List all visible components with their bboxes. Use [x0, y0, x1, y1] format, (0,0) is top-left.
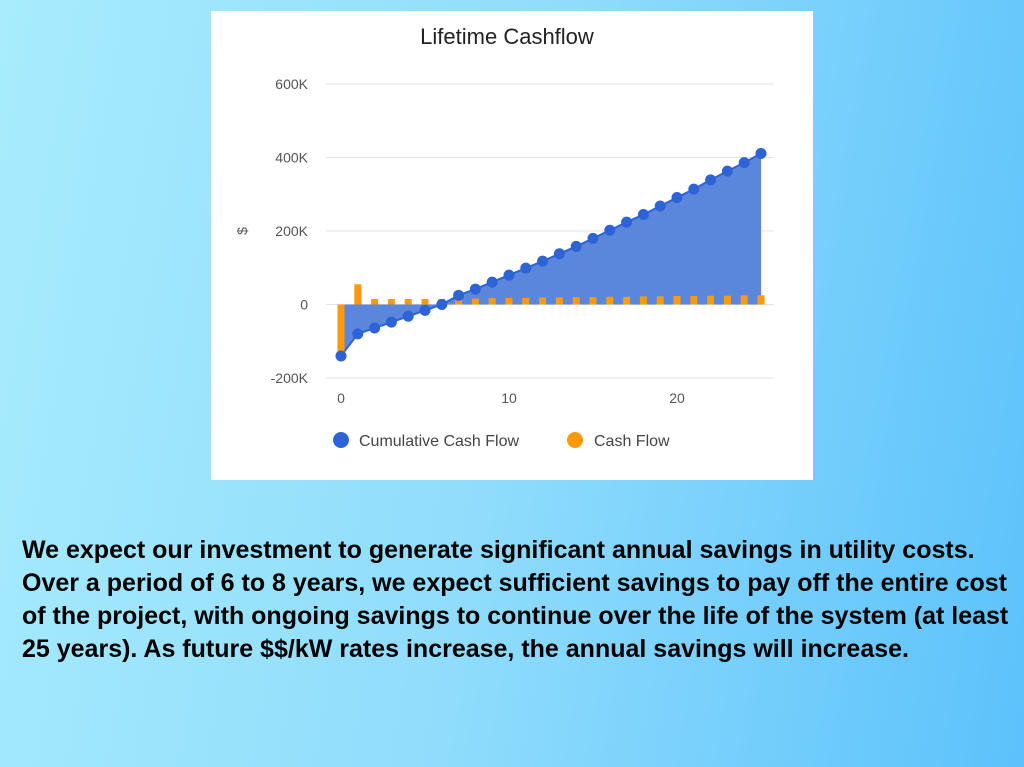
- cumulative-point: [486, 276, 498, 288]
- cumulative-point: [654, 200, 666, 212]
- cumulative-point: [335, 350, 347, 362]
- cumulative-point: [705, 174, 717, 186]
- cumulative-point: [604, 224, 616, 236]
- cash-flow-bar: [623, 296, 631, 305]
- cumulative-point: [688, 183, 700, 195]
- cumulative-point: [469, 283, 481, 295]
- cash-flow-bar: [522, 297, 530, 305]
- cumulative-point: [369, 322, 381, 334]
- cash-flow-bar: [539, 297, 547, 305]
- cumulative-point: [721, 165, 733, 177]
- legend-swatch-cash-flow: [567, 432, 583, 448]
- cash-flow-bar: [471, 298, 479, 305]
- cash-flow-bar: [455, 298, 463, 305]
- cash-flow-bar: [656, 296, 664, 305]
- cash-flow-bar: [421, 298, 429, 305]
- cash-flow-bar: [723, 295, 731, 305]
- cash-flow-bar: [606, 296, 614, 305]
- cash-flow-bar: [337, 304, 345, 356]
- cash-flow-bar: [555, 297, 563, 305]
- cumulative-point: [738, 157, 750, 169]
- cash-flow-bar: [488, 298, 496, 305]
- cash-flow-bars: [337, 284, 765, 356]
- y-tick-label: 600K: [275, 76, 308, 92]
- x-tick-label: 0: [337, 390, 345, 406]
- cumulative-area-layer: [340, 152, 762, 357]
- cumulative-point: [587, 232, 599, 244]
- cumulative-point: [537, 255, 549, 267]
- cumulative-point: [453, 289, 465, 301]
- y-axis-label: $: [234, 227, 250, 235]
- cumulative-point: [671, 192, 683, 204]
- cumulative-point: [503, 269, 515, 281]
- cumulative-point: [621, 216, 633, 228]
- cash-flow-bar: [371, 298, 379, 305]
- cash-flow-bar: [589, 297, 597, 305]
- y-tick-labels: 600K 400K 200K 0 -200K: [271, 76, 309, 386]
- legend-label-cumulative: Cumulative Cash Flow: [359, 433, 520, 450]
- cash-flow-bar: [572, 297, 580, 305]
- legend-swatch-cumulative: [333, 432, 349, 448]
- legend: Cumulative Cash Flow Cash Flow: [333, 432, 670, 450]
- cumulative-point: [352, 328, 364, 340]
- cash-flow-bar: [757, 295, 765, 305]
- cash-flow-bar: [740, 295, 748, 305]
- cumulative-point: [402, 310, 414, 322]
- cumulative-point: [755, 147, 767, 159]
- cumulative-point: [436, 299, 448, 310]
- cash-flow-bar: [707, 295, 715, 305]
- cumulative-point: [637, 208, 649, 220]
- cash-flow-bar: [354, 284, 362, 305]
- cash-flow-bar: [404, 298, 412, 305]
- legend-label-cash-flow: Cash Flow: [594, 433, 670, 450]
- cash-flow-bar: [639, 296, 647, 305]
- cumulative-points: [335, 147, 767, 362]
- cash-flow-bar: [387, 298, 395, 305]
- lifetime-cashflow-chart: Lifetime Cashflow $ 600K 400K 200K 0 -200K 0…: [234, 24, 774, 450]
- cumulative-point: [553, 248, 565, 260]
- chart-title: Lifetime Cashflow: [420, 24, 594, 49]
- x-tick-label: 10: [501, 390, 517, 406]
- y-tick-label: 400K: [275, 150, 308, 166]
- cash-flow-bar: [505, 297, 513, 305]
- cash-flow-bar: [690, 296, 698, 305]
- caption-text: We expect our investment to generate sig…: [22, 536, 1009, 663]
- cumulative-area-fill: [341, 153, 761, 356]
- cumulative-point: [385, 316, 397, 328]
- cash-flow-bar: [673, 296, 681, 305]
- chart-card: Lifetime Cashflow $ 600K 400K 200K 0 -200K 0…: [211, 11, 813, 480]
- x-tick-labels: 0 10 20: [337, 390, 685, 406]
- y-tick-label: -200K: [271, 370, 309, 386]
- y-tick-label: 200K: [275, 223, 308, 239]
- cumulative-point: [570, 240, 582, 252]
- y-tick-label: 0: [300, 297, 308, 313]
- cumulative-point: [419, 304, 431, 316]
- cumulative-point: [520, 262, 532, 274]
- x-tick-label: 20: [669, 390, 685, 406]
